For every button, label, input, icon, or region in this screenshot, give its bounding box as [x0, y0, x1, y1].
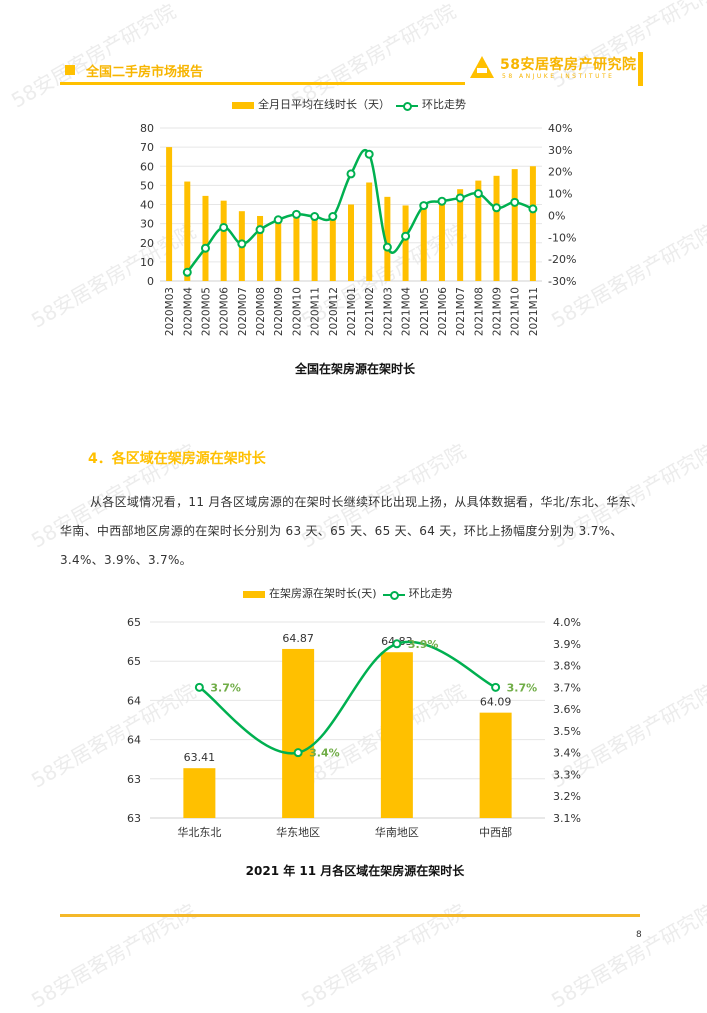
svg-text:3.8%: 3.8% [553, 660, 581, 673]
svg-text:64.87: 64.87 [282, 632, 314, 645]
svg-text:3.9%: 3.9% [408, 638, 439, 651]
svg-text:2020M06: 2020M06 [219, 287, 231, 336]
svg-text:2021M05: 2021M05 [419, 287, 431, 336]
svg-text:64: 64 [127, 734, 141, 747]
chart2-legend: 在架房源在架时长(天) 环比走势 [243, 585, 453, 601]
svg-text:3.5%: 3.5% [553, 725, 581, 738]
page-header: 全国二手房市场报告 [60, 60, 660, 85]
svg-text:3.2%: 3.2% [553, 790, 581, 803]
svg-text:2020M05: 2020M05 [200, 287, 212, 336]
logo: 58安居客房产研究院 58 ANJUKE INSTITUTE [470, 52, 645, 86]
svg-text:3.3%: 3.3% [553, 768, 581, 781]
svg-text:3.7%: 3.7% [210, 681, 241, 694]
svg-text:华南地区: 华南地区 [375, 825, 419, 839]
svg-text:20: 20 [140, 237, 154, 250]
page-number: 8 [636, 930, 642, 940]
svg-text:30%: 30% [548, 144, 572, 157]
svg-text:3.7%: 3.7% [553, 681, 581, 694]
svg-text:65: 65 [127, 616, 141, 629]
legend-bar-swatch [243, 590, 265, 598]
logo-bar [638, 52, 643, 86]
svg-text:-20%: -20% [548, 253, 576, 266]
report-title: 全国二手房市场报告 [86, 65, 204, 80]
legend-line-swatch [396, 101, 418, 111]
svg-text:3.4%: 3.4% [553, 747, 581, 760]
svg-text:0%: 0% [548, 209, 565, 222]
header-divider [60, 82, 465, 85]
svg-text:中西部: 中西部 [479, 825, 512, 839]
svg-text:40%: 40% [548, 122, 572, 135]
chart1-legend: 全月日平均在线时长（天） 环比走势 [232, 96, 466, 112]
chart2-caption: 2021 年 11 月各区域在架房源在架时长 [245, 864, 465, 878]
svg-text:2021M01: 2021M01 [346, 287, 358, 336]
svg-text:40: 40 [140, 199, 154, 212]
svg-text:-10%: -10% [548, 231, 576, 244]
svg-text:70: 70 [140, 141, 154, 154]
svg-text:60: 60 [140, 160, 154, 173]
svg-text:2021M06: 2021M06 [437, 287, 449, 336]
svg-text:3.1%: 3.1% [553, 812, 581, 825]
svg-text:2020M10: 2020M10 [291, 287, 303, 336]
svg-text:80: 80 [140, 122, 154, 135]
logo-text-cn: 58安居客房产研究院 [500, 57, 637, 73]
svg-text:10%: 10% [548, 188, 572, 201]
svg-text:0: 0 [147, 275, 154, 288]
svg-text:2021M02: 2021M02 [364, 287, 376, 336]
svg-text:50: 50 [140, 179, 154, 192]
section-heading: 4．各区域在架房源在架时长 [88, 451, 266, 467]
legend-bar-label: 在架房源在架时长(天) [269, 587, 377, 600]
svg-text:2021M03: 2021M03 [382, 287, 394, 336]
logo-triangle-cutout [477, 68, 487, 73]
svg-text:3.6%: 3.6% [553, 703, 581, 716]
svg-text:2021M07: 2021M07 [455, 287, 467, 336]
svg-text:2020M03: 2020M03 [164, 287, 176, 336]
chart-national-listing-duration: 0 10 20 30 40 50 60 70 80 -30% -20% -10% 0% 10% 20% 30%… [140, 122, 576, 336]
legend-bar-label: 全月日平均在线时长（天） [258, 98, 390, 111]
svg-text:63: 63 [127, 812, 141, 825]
svg-text:华北东北: 华北东北 [177, 825, 221, 839]
header-square-icon [65, 65, 75, 75]
svg-text:2020M08: 2020M08 [255, 287, 267, 336]
svg-text:2020M07: 2020M07 [237, 287, 249, 336]
svg-text:2020M09: 2020M09 [273, 287, 285, 336]
legend-bar-swatch [232, 101, 254, 109]
svg-text:3.9%: 3.9% [553, 638, 581, 651]
svg-text:4.0%: 4.0% [553, 616, 581, 629]
svg-text:20%: 20% [548, 166, 572, 179]
svg-text:63: 63 [127, 773, 141, 786]
svg-text:3.7%: 3.7% [507, 681, 538, 694]
svg-text:64: 64 [127, 694, 141, 707]
svg-text:2021M11: 2021M11 [528, 287, 540, 336]
logo-triangle-icon [470, 56, 494, 78]
svg-text:2021M04: 2021M04 [401, 287, 413, 336]
legend-line-label: 环比走势 [422, 98, 466, 111]
svg-text:64.09: 64.09 [480, 696, 512, 709]
svg-text:10: 10 [140, 256, 154, 269]
legend-line-label: 环比走势 [408, 587, 453, 600]
chart1-caption: 全国在架房源在架时长 [294, 362, 415, 376]
svg-text:2021M10: 2021M10 [510, 287, 522, 336]
svg-text:2021M08: 2021M08 [473, 287, 485, 336]
svg-text:63.41: 63.41 [184, 751, 216, 764]
logo-text-en: 58 ANJUKE INSTITUTE [502, 73, 615, 80]
footer-divider [60, 914, 640, 917]
svg-text:2020M04: 2020M04 [182, 287, 194, 336]
svg-text:2021M09: 2021M09 [492, 287, 504, 336]
svg-text:-30%: -30% [548, 275, 576, 288]
svg-text:2020M11: 2020M11 [310, 287, 322, 336]
svg-text:30: 30 [140, 218, 154, 231]
svg-text:华东地区: 华东地区 [276, 825, 320, 839]
svg-text:3.4%: 3.4% [309, 747, 340, 760]
chart-regional-listing-duration: 63 63 64 64 65 65 3.1% 3.2% 3.3% 3.4% 3.5% 3.6% 3.7%… [127, 616, 581, 839]
legend-line-swatch [382, 590, 405, 600]
svg-text:65: 65 [127, 655, 141, 668]
svg-text:2020M12: 2020M12 [328, 287, 340, 336]
section-paragraph: 从各区域情况看，11 月各区域房源的在架时长继续环比出现上扬，从具体数据看，华北… [60, 495, 644, 567]
